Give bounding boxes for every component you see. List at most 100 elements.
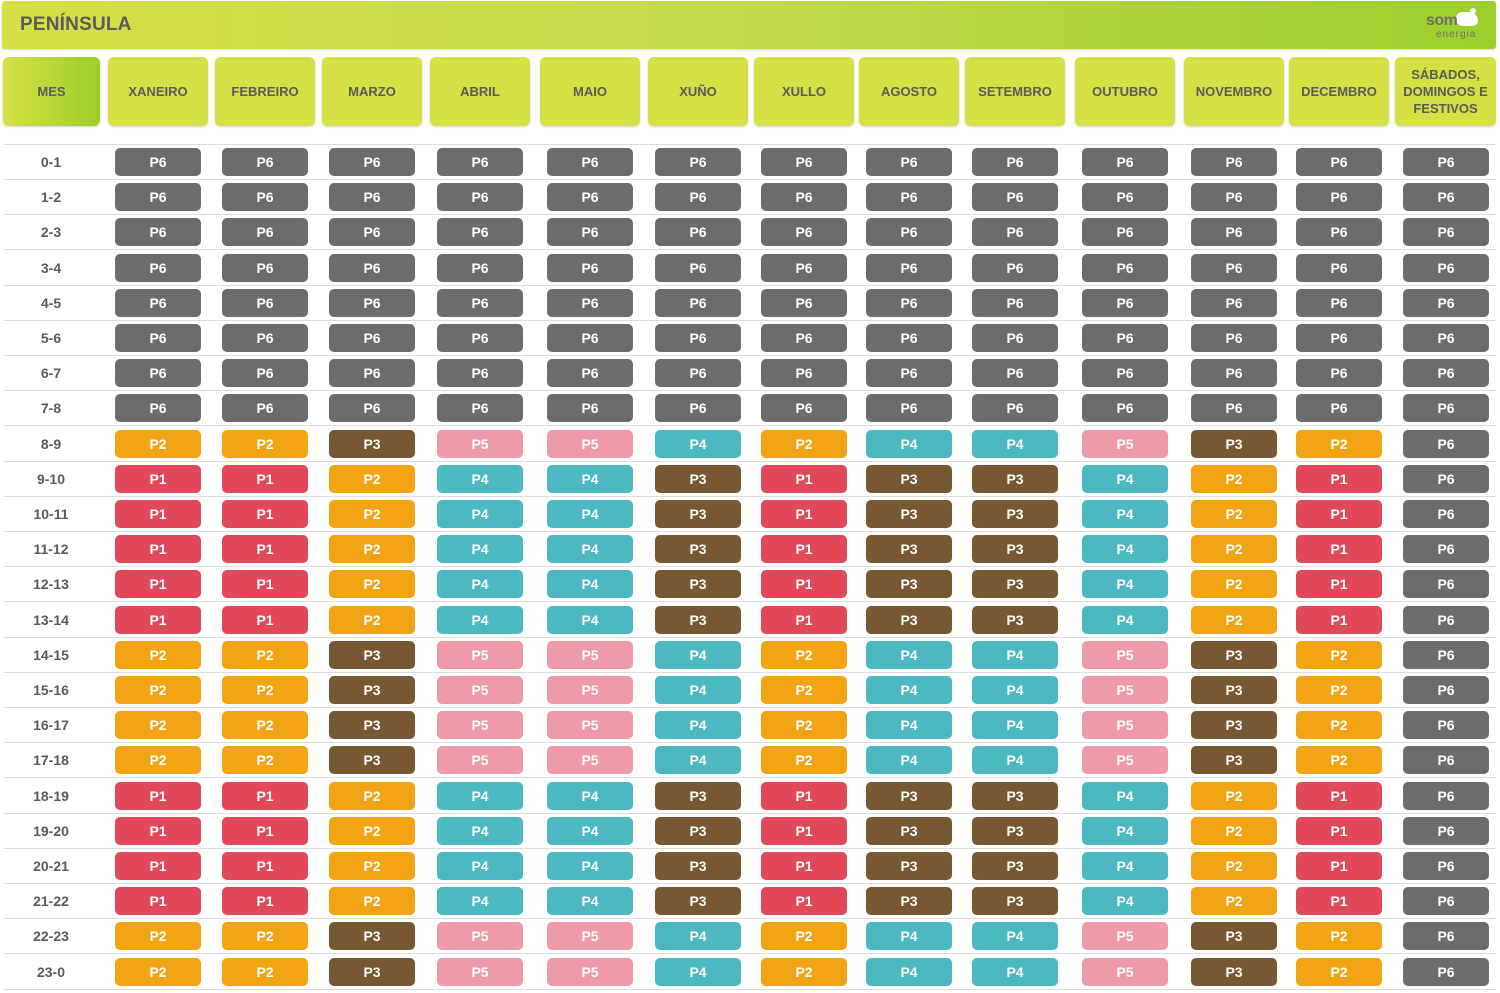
period-cell: P6 xyxy=(761,148,847,176)
period-cell: P6 xyxy=(866,324,952,352)
hour-label: 11-12 xyxy=(33,541,69,558)
period-cell: P1 xyxy=(1296,464,1382,493)
period-cell: P1 xyxy=(761,887,847,916)
period-cell: P1 xyxy=(761,464,847,493)
period-cell: P3 xyxy=(329,957,415,986)
period-cell: P2 xyxy=(1296,676,1382,704)
page-title: PENÍNSULA xyxy=(20,14,132,35)
som-energia-logo: som energia xyxy=(1426,8,1482,42)
period-cell: P3 xyxy=(329,922,415,951)
header-month-4: ABRIL xyxy=(430,57,530,126)
row-separator xyxy=(4,355,1496,356)
period-cell: P6 xyxy=(1296,288,1382,317)
period-cell: P6 xyxy=(222,148,308,176)
period-cell: P4 xyxy=(972,676,1058,704)
period-cell: P6 xyxy=(1403,676,1489,704)
period-cell: P2 xyxy=(115,957,201,986)
header-month-9: SETEMBRO xyxy=(965,57,1065,126)
period-cell: P4 xyxy=(866,746,952,775)
period-cell: P2 xyxy=(222,429,308,458)
period-cell: P2 xyxy=(1191,605,1277,634)
row-separator xyxy=(4,671,1496,673)
row-separator xyxy=(4,953,1496,955)
period-cell: P4 xyxy=(547,570,633,599)
period-cell: P5 xyxy=(547,957,633,986)
period-cell: P2 xyxy=(761,922,847,951)
period-cell: P6 xyxy=(1296,253,1382,282)
row-separator xyxy=(4,812,1496,814)
period-cell: P4 xyxy=(437,816,523,845)
period-cell: P2 xyxy=(329,852,415,880)
period-cell: P3 xyxy=(655,464,741,493)
period-cell: P6 xyxy=(222,253,308,282)
period-cell: P6 xyxy=(1191,324,1277,352)
period-cell: P2 xyxy=(222,676,308,704)
hour-label: 21-22 xyxy=(33,893,69,910)
period-cell: P6 xyxy=(1191,183,1277,212)
period-cell: P3 xyxy=(972,464,1058,493)
period-cell: P6 xyxy=(329,218,415,247)
period-cell: P5 xyxy=(547,429,633,458)
period-cell: P6 xyxy=(329,148,415,176)
period-cell: P6 xyxy=(761,359,847,388)
period-cell: P1 xyxy=(115,887,201,916)
hour-label: 22-23 xyxy=(33,928,69,945)
header-month-7: XULLO xyxy=(754,57,854,126)
period-cell: P4 xyxy=(1082,500,1168,528)
period-cell: P4 xyxy=(655,676,741,704)
period-cell: P3 xyxy=(866,570,952,599)
period-cell: P6 xyxy=(115,394,201,423)
period-cell: P1 xyxy=(761,500,847,528)
period-cell: P6 xyxy=(547,288,633,317)
period-cell: P4 xyxy=(655,746,741,775)
period-cell: P5 xyxy=(547,676,633,704)
period-cell: P6 xyxy=(329,288,415,317)
period-cell: P6 xyxy=(437,359,523,388)
header-mes: MES xyxy=(3,57,100,126)
period-cell: P6 xyxy=(115,183,201,212)
period-cell: P4 xyxy=(547,605,633,634)
period-cell: P6 xyxy=(655,288,741,317)
period-cell: P6 xyxy=(1403,288,1489,317)
period-cell: P2 xyxy=(115,746,201,775)
period-cell: P6 xyxy=(437,394,523,423)
period-cell: P3 xyxy=(972,852,1058,880)
period-cell: P2 xyxy=(1296,957,1382,986)
period-cell: P6 xyxy=(222,183,308,212)
period-cell: P6 xyxy=(1403,253,1489,282)
period-cell: P3 xyxy=(329,676,415,704)
hour-label: 4-5 xyxy=(40,294,62,311)
period-cell: P6 xyxy=(972,394,1058,423)
period-cell: P2 xyxy=(761,957,847,986)
period-cell: P6 xyxy=(1403,816,1489,845)
period-cell: P6 xyxy=(115,324,201,352)
period-cell: P4 xyxy=(1082,605,1168,634)
period-cell: P4 xyxy=(655,711,741,740)
period-cell: P6 xyxy=(547,394,633,423)
row-separator xyxy=(4,883,1496,884)
hour-label: 3-4 xyxy=(40,259,62,276)
period-cell: P6 xyxy=(972,288,1058,317)
period-cell: P3 xyxy=(1191,746,1277,775)
period-cell: P4 xyxy=(1082,570,1168,599)
period-cell: P3 xyxy=(972,570,1058,599)
period-cell: P6 xyxy=(655,359,741,388)
period-cell: P6 xyxy=(329,253,415,282)
row-separator xyxy=(4,214,1496,216)
period-cell: P6 xyxy=(115,288,201,317)
period-cell: P6 xyxy=(115,218,201,247)
hour-label: 13-14 xyxy=(33,611,69,628)
hour-label: 18-19 xyxy=(33,787,69,804)
hour-label: 17-18 xyxy=(33,752,69,769)
period-cell: P4 xyxy=(547,781,633,810)
period-cell: P4 xyxy=(972,922,1058,951)
row-separator xyxy=(4,531,1496,532)
row-separator xyxy=(4,988,1496,990)
period-cell: P4 xyxy=(437,464,523,493)
period-cell: P1 xyxy=(1296,570,1382,599)
header-weekend: SÁBADOS, DOMINGOS E FESTIVOS xyxy=(1395,57,1496,126)
period-cell: P6 xyxy=(761,218,847,247)
hour-label: 1-2 xyxy=(40,189,62,206)
period-cell: P2 xyxy=(1191,781,1277,810)
hour-label: 15-16 xyxy=(33,682,69,698)
